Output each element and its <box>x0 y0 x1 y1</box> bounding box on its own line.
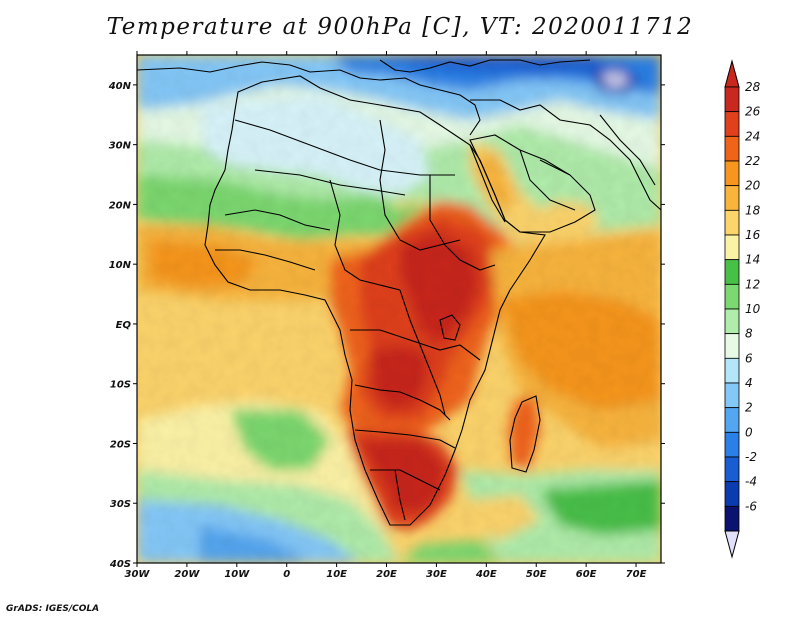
colorbar-label: 18 <box>745 203 761 217</box>
colorbar-label: -4 <box>745 475 757 489</box>
lon-label: 10E <box>326 569 347 580</box>
colorbar-segment <box>724 357 740 384</box>
coastline <box>137 59 661 526</box>
colorbar-label: 14 <box>745 253 760 267</box>
colorbar-label: 2 <box>745 401 753 415</box>
lon-label: 30E <box>426 569 447 580</box>
colorbar-segment <box>724 407 740 433</box>
colorbar-label: 10 <box>745 302 761 316</box>
colorbar-segment <box>724 308 740 335</box>
lat-label: 40N <box>108 81 132 92</box>
lon-label: 10W <box>224 569 250 580</box>
colorbar-label: 26 <box>745 105 761 119</box>
colorbar-label: 8 <box>745 327 753 341</box>
colorbar-segment <box>724 111 740 137</box>
lat-label: 30S <box>110 499 131 510</box>
lat-label: 30N <box>109 141 132 152</box>
colorbar-label: -2 <box>745 450 757 464</box>
colorbar-label: 20 <box>745 179 761 193</box>
colorbar-label: 16 <box>745 228 761 242</box>
colorbar-segment <box>724 135 740 162</box>
lon-label: 70E <box>626 569 647 580</box>
lat-label: 40S <box>109 559 131 570</box>
colorbar-segment <box>724 481 740 507</box>
lon-label: 50E <box>526 569 547 580</box>
colorbar-label: 6 <box>745 351 753 365</box>
axis-ticks <box>133 51 665 567</box>
lat-label: 20N <box>109 200 132 211</box>
colorbar-label: 28 <box>745 80 761 94</box>
colorbar-label: 24 <box>745 129 760 143</box>
lat-label: 10S <box>110 380 131 391</box>
colorbar-label: 0 <box>745 425 753 439</box>
lon-label: 60E <box>576 569 597 580</box>
colorbar-segment <box>724 86 740 113</box>
colorbar-over-arrow <box>724 59 740 88</box>
axis-labels: 30W 20W 10W 0 10E 20E 30E 40E 50E 60E 70E 40N 30N 20N… <box>108 81 647 580</box>
lon-label: 20E <box>376 569 397 580</box>
colorbar-label: 22 <box>745 154 760 168</box>
colorbar-segment <box>724 382 740 409</box>
colorbar-segment <box>724 185 740 211</box>
lon-label: 30W <box>125 569 151 580</box>
colorbar-segment <box>724 505 740 532</box>
lat-label: EQ <box>116 320 132 331</box>
colorbar-label: 4 <box>745 376 753 390</box>
colorbar-segment <box>724 283 740 310</box>
lon-label: 20W <box>174 569 200 580</box>
colorbar-segment <box>724 456 740 483</box>
colorbar-segment <box>724 259 740 285</box>
map-title: Temperature at 900hPa [C], VT: 202001171… <box>106 14 694 40</box>
lat-label: 20S <box>110 439 131 450</box>
lon-label: 40E <box>475 569 497 580</box>
colorbar-segment <box>724 209 740 236</box>
colorbar-label: -6 <box>745 499 757 513</box>
colorbar-label: 12 <box>745 277 760 291</box>
colorbar-under-arrow <box>724 530 740 559</box>
colorbar-segment <box>724 431 740 458</box>
temperature-field <box>137 55 661 563</box>
colorbar-segment <box>724 234 740 261</box>
colorbar-segment <box>724 333 740 359</box>
map-frame <box>136 54 662 564</box>
colorbar-segment <box>724 160 740 187</box>
lat-label: 10N <box>109 260 132 271</box>
lon-label: 0 <box>283 569 290 580</box>
credit-text: GrADS: IGES/COLA <box>6 604 100 614</box>
